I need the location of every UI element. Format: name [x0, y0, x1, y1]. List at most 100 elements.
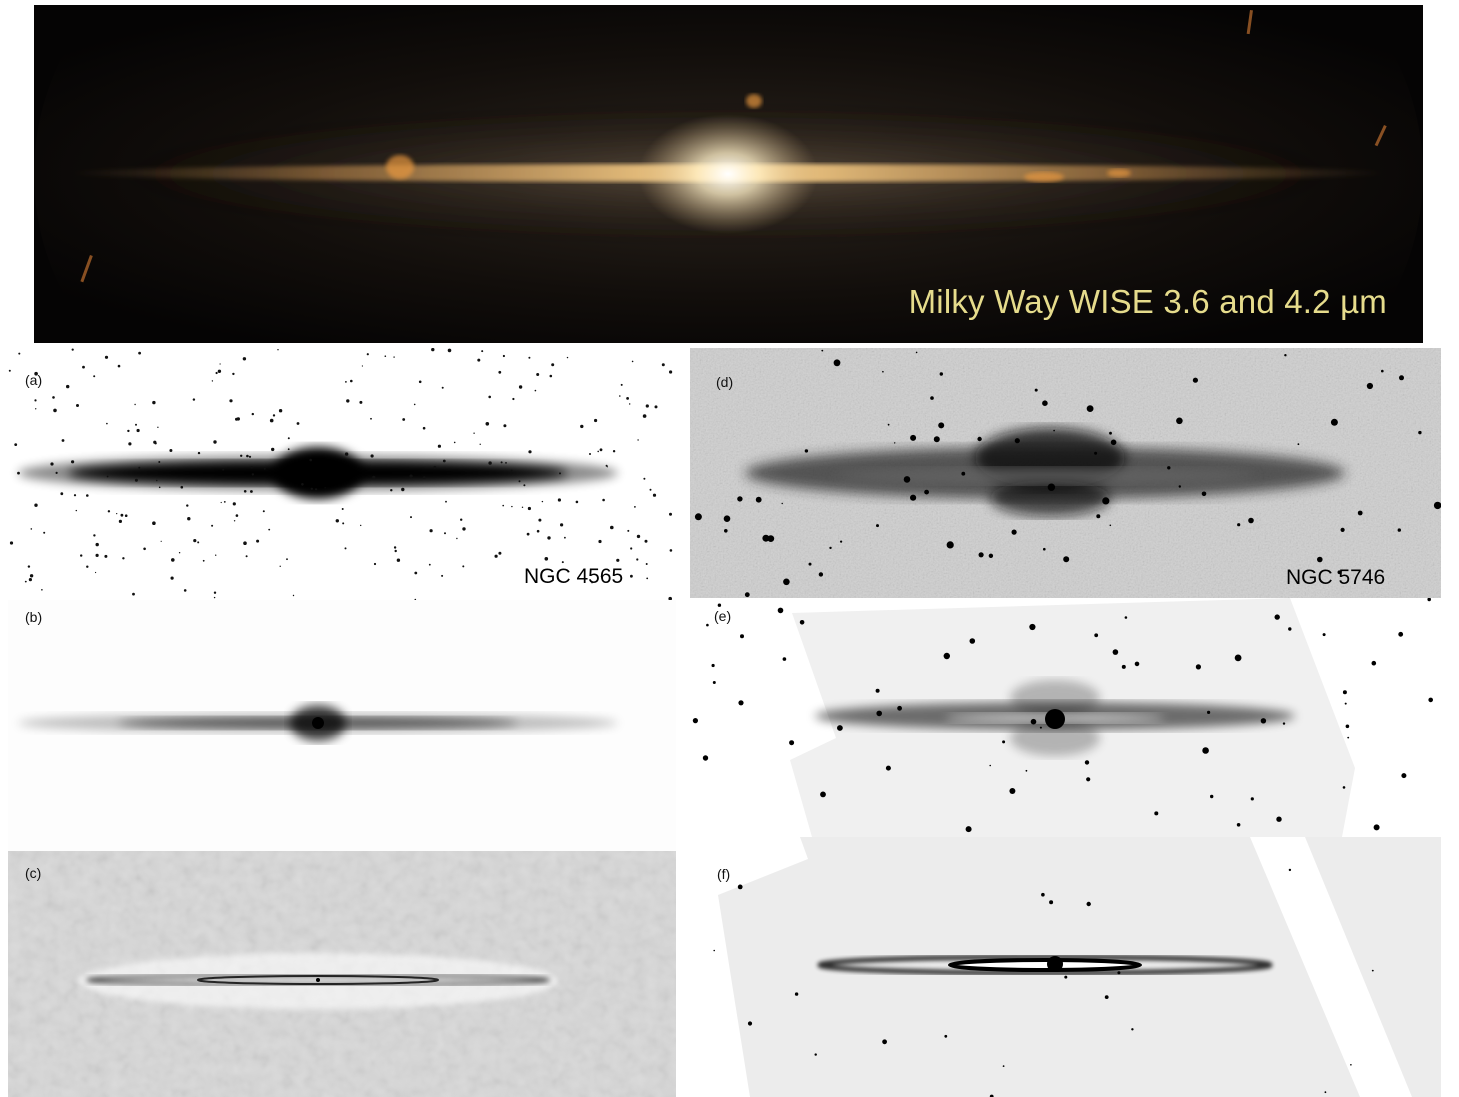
- star: [53, 408, 57, 413]
- star: [1427, 598, 1431, 602]
- star: [250, 466, 253, 469]
- star: [636, 558, 639, 561]
- star: [1347, 736, 1350, 739]
- star: [1014, 438, 1020, 444]
- star: [473, 432, 475, 434]
- star: [575, 500, 579, 504]
- star: [250, 490, 253, 493]
- star: [1121, 664, 1126, 669]
- star: [737, 496, 743, 502]
- star: [86, 565, 89, 568]
- star: [431, 348, 435, 352]
- star: [422, 426, 426, 430]
- star: [1047, 483, 1056, 491]
- star: [561, 561, 564, 564]
- star: [723, 515, 731, 522]
- star: [876, 710, 882, 717]
- star: [120, 513, 124, 517]
- star: [1284, 354, 1287, 357]
- star: [629, 403, 631, 405]
- star: [1433, 501, 1441, 510]
- star: [494, 554, 498, 558]
- star: [702, 755, 709, 761]
- star: [268, 528, 271, 531]
- star: [903, 476, 911, 483]
- star: [135, 423, 137, 426]
- star: [219, 363, 221, 365]
- star: [1011, 529, 1017, 535]
- star: [1381, 369, 1384, 373]
- star: [1086, 901, 1091, 907]
- star: [213, 591, 217, 594]
- star: [762, 534, 770, 542]
- star: [1418, 430, 1422, 435]
- star: [1086, 777, 1091, 782]
- star: [361, 365, 363, 367]
- star: [477, 358, 481, 362]
- star: [1109, 524, 1112, 527]
- star: [528, 450, 532, 454]
- star: [9, 541, 14, 545]
- star: [1064, 975, 1068, 979]
- star: [27, 565, 31, 568]
- star: [460, 518, 463, 521]
- star: [243, 541, 247, 545]
- star: [510, 469, 513, 472]
- star: [566, 356, 569, 359]
- star: [783, 578, 790, 586]
- star: [158, 461, 161, 463]
- star: [1176, 417, 1183, 425]
- star: [170, 576, 174, 580]
- panel-a: (a) NGC 4565: [8, 348, 676, 600]
- star: [500, 461, 503, 464]
- star: [643, 477, 646, 480]
- star: [652, 493, 657, 497]
- star: [808, 562, 812, 566]
- star: [1134, 661, 1140, 667]
- star: [82, 365, 85, 369]
- star: [1034, 388, 1038, 392]
- star: [977, 436, 982, 442]
- star: [1094, 451, 1098, 455]
- star: [248, 455, 252, 458]
- star: [1282, 722, 1286, 725]
- star: [136, 428, 140, 433]
- star: [488, 395, 492, 399]
- star: [246, 454, 249, 458]
- star: [503, 424, 507, 428]
- star: [637, 439, 639, 441]
- star: [518, 480, 521, 483]
- panel-d: (d) NGC 5746: [690, 348, 1441, 598]
- star: [256, 539, 260, 543]
- star: [712, 681, 716, 684]
- star: [933, 436, 940, 443]
- star: [342, 522, 345, 525]
- star: [645, 404, 649, 408]
- star: [1373, 824, 1380, 831]
- star: [122, 557, 125, 560]
- star: [560, 523, 564, 527]
- star: [61, 439, 65, 442]
- star: [939, 372, 943, 376]
- star: [619, 395, 621, 397]
- star: [143, 547, 146, 551]
- star: [1297, 443, 1300, 446]
- star: [1112, 649, 1119, 655]
- star: [217, 369, 222, 373]
- star: [536, 529, 540, 533]
- star: [287, 437, 290, 440]
- star: [820, 791, 826, 798]
- star: [292, 594, 295, 597]
- star: [541, 500, 544, 503]
- star: [243, 490, 247, 493]
- star: [518, 385, 523, 389]
- star: [924, 489, 929, 495]
- star: [910, 434, 917, 441]
- panel-e: (e): [690, 598, 1441, 837]
- star: [1053, 429, 1055, 432]
- star: [75, 509, 78, 512]
- star: [544, 557, 549, 561]
- star: [370, 454, 374, 458]
- star: [107, 510, 111, 513]
- star: [930, 396, 934, 400]
